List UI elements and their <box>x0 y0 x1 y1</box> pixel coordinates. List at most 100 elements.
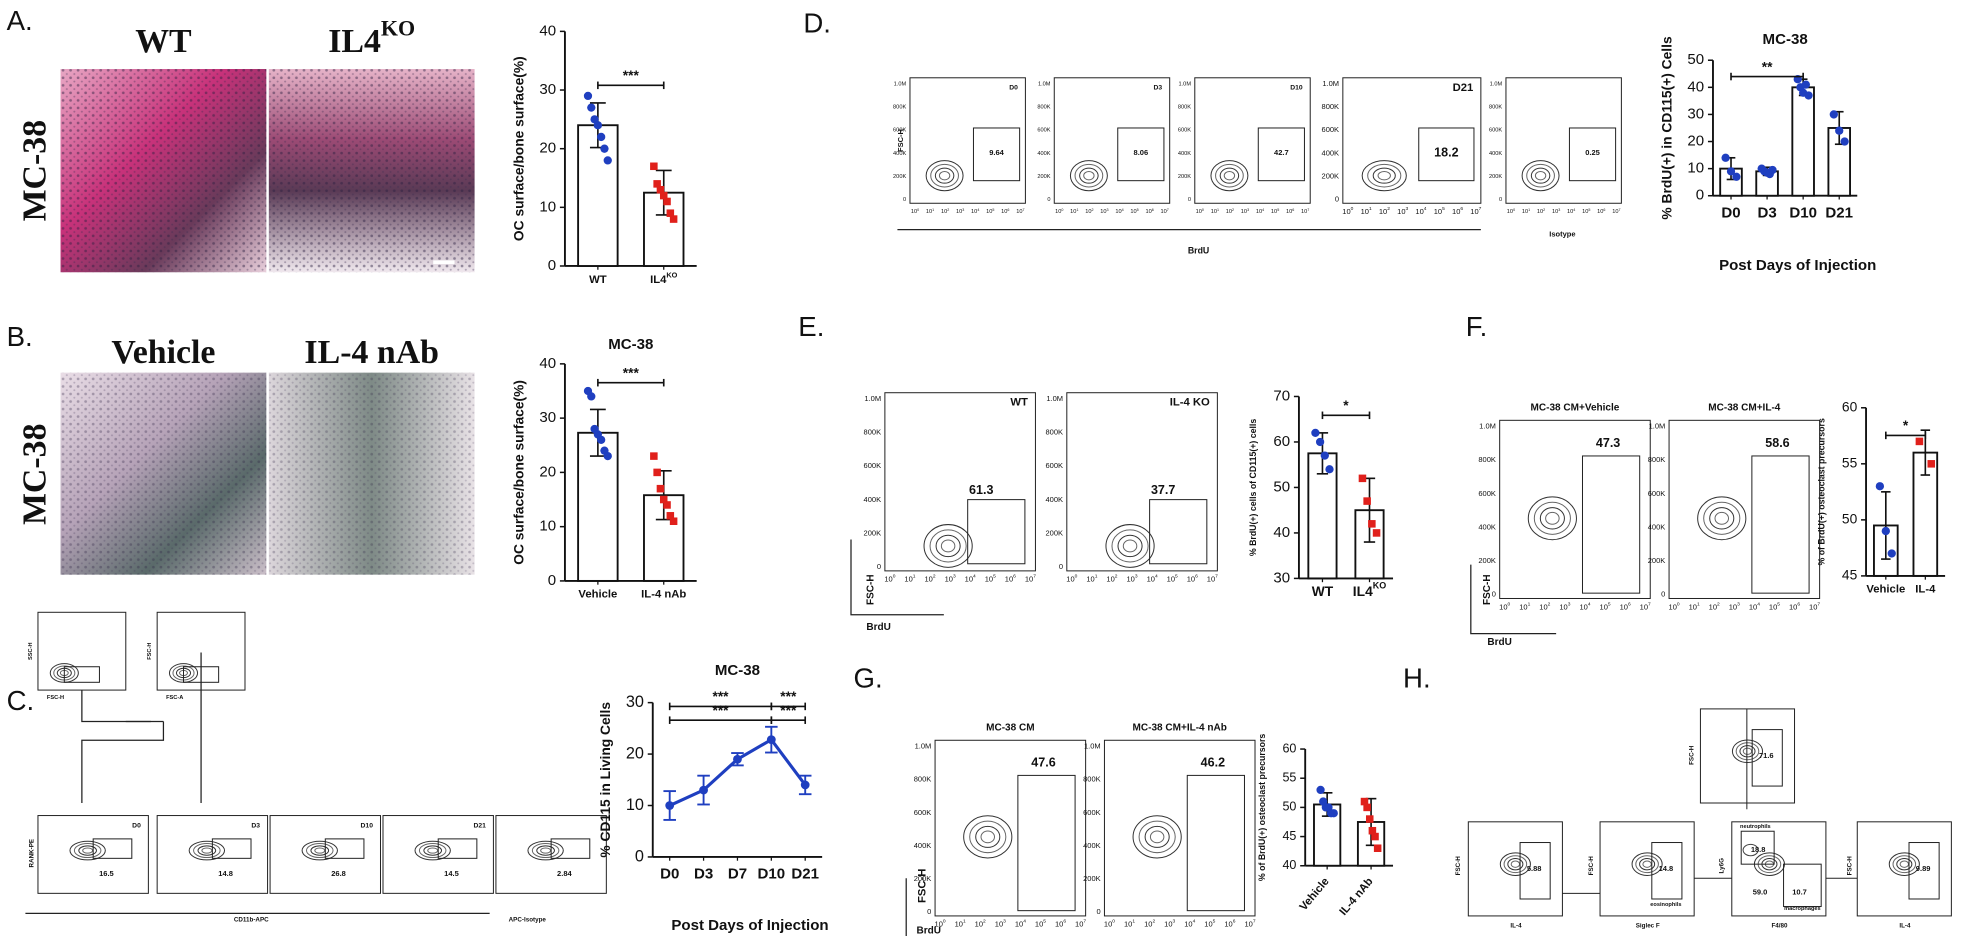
flow-x-tick-label-sup: 6 <box>1797 602 1800 608</box>
y-tick-label: 0 <box>635 847 644 865</box>
flow-x-tick-label: 105 <box>1035 919 1046 929</box>
data-point <box>603 451 612 461</box>
data-point <box>597 132 606 142</box>
flow-x-tick-label: 101 <box>1070 208 1078 216</box>
flow-x-tick-label-base: 10 <box>1789 602 1797 611</box>
contour <box>969 820 1007 854</box>
flow-y-tick-label: 600K <box>1478 489 1496 498</box>
data-point <box>653 180 661 188</box>
data-point <box>1329 809 1338 818</box>
flow-x-tick-label-sup: 5 <box>993 574 996 580</box>
flow-axis-label: SSC-H <box>28 642 34 660</box>
gate-value: 18.2 <box>1434 145 1458 159</box>
contour <box>1105 524 1155 568</box>
flow-x-tick-label-base: 10 <box>1286 210 1292 216</box>
contour <box>536 845 555 856</box>
significance-label: *** <box>623 68 640 83</box>
contour <box>940 539 956 553</box>
flow-tag: D21 <box>1453 82 1474 94</box>
flow-y-tick-label: 600K <box>864 461 882 470</box>
gate-value: 59.0 <box>1753 887 1768 896</box>
flow-x-tick-label-base: 10 <box>1164 920 1172 929</box>
flow-x-tick-label-base: 10 <box>1729 602 1737 611</box>
data-point <box>663 501 671 509</box>
flow-x-tick-label-base: 10 <box>1035 920 1043 929</box>
flow-y-tick-label: 0 <box>1499 197 1502 203</box>
flow-x-tick-label-base: 10 <box>1361 207 1369 216</box>
flow-x-tick-label: 105 <box>986 208 994 216</box>
gate <box>972 127 1021 182</box>
flow-y-tick-label: 400K <box>914 841 932 850</box>
flow-x-tick-label-base: 10 <box>1224 920 1232 929</box>
gate-value: 58.6 <box>1765 436 1789 450</box>
flow-x-tick-label-base: 10 <box>1769 602 1777 611</box>
flow-x-tick-label: 101 <box>1086 574 1097 584</box>
flow-y-tick-label: 1.0M <box>1490 82 1503 88</box>
flow-x-tick-label: 106 <box>1001 208 1009 216</box>
flow-plot-frame <box>1499 419 1651 599</box>
flow-axis-label: BrdU <box>1487 637 1511 648</box>
y-tick-label: 55 <box>1282 771 1296 785</box>
data-point <box>1315 437 1325 447</box>
flow-x-tick-label-base: 10 <box>884 575 892 584</box>
flow-x-tick-label: 100 <box>1055 208 1063 216</box>
flow-axis-label: FSC-H <box>47 695 64 701</box>
flow-y-tick-label: 400K <box>1489 151 1502 157</box>
contour <box>1631 852 1663 876</box>
data-point <box>603 156 612 165</box>
flow-x-tick-label-sup: 5 <box>1588 208 1590 212</box>
flow-tag: MC-38 CM+IL-4 <box>1708 402 1780 413</box>
contour <box>929 529 967 563</box>
flow-axis-label: APC-Isotype <box>509 916 547 923</box>
flow-x-tick-label-base: 10 <box>1301 210 1307 216</box>
flow-axis-label: BrdU <box>917 926 941 936</box>
y-tick-label: 20 <box>626 744 644 762</box>
data-point <box>663 197 671 206</box>
contour <box>923 524 973 568</box>
data-point <box>1360 797 1369 806</box>
image-title: Vehicle <box>111 334 215 371</box>
flow-x-tick-label: 104 <box>971 208 979 216</box>
flow-x-tick-label-sup: 3 <box>1406 206 1409 212</box>
flow-x-tick-label: 104 <box>1579 602 1590 612</box>
gate <box>1257 127 1305 182</box>
gate-value: 10.7 <box>1792 887 1807 896</box>
y-axis-label: OC surface/bone surface(%) <box>511 380 526 565</box>
y-tick-label: 30 <box>539 81 556 98</box>
flow-y-tick-label: 400K <box>893 151 906 157</box>
contour <box>527 840 564 861</box>
flow-x-tick-label-sup: 4 <box>1155 574 1158 580</box>
data-point <box>656 484 665 493</box>
y-tick-label: 50 <box>1842 512 1858 527</box>
flow-x-tick-label: 103 <box>1241 208 1249 216</box>
data-point <box>1371 832 1379 841</box>
x-tick-label-base: D3 <box>1757 204 1776 221</box>
image-title-base: Vehicle <box>111 334 215 371</box>
flow-x-tick-label-base: 10 <box>1204 920 1212 929</box>
data-point <box>1373 844 1382 852</box>
flow-x-tick-label-sup: 7 <box>1215 574 1218 580</box>
flow-tag: WT <box>1010 397 1028 409</box>
contour <box>414 840 451 861</box>
flow-x-tick-label-sup: 7 <box>1167 208 1169 212</box>
flow-x-tick-label: 103 <box>1559 602 1570 612</box>
flow-x-tick-label-sup: 7 <box>1033 574 1036 580</box>
gate-value: 14.8 <box>1659 864 1674 873</box>
flow-x-tick-label: 101 <box>955 919 966 929</box>
flow-x-tick-label-sup: 7 <box>1479 206 1482 212</box>
flow-x-tick-label-sup: 7 <box>1083 919 1086 925</box>
x-tick-label-base: D10 <box>1789 204 1817 221</box>
histology-texture <box>268 372 475 575</box>
flow-x-tick-label: 101 <box>1361 206 1372 216</box>
gate-value: 42.7 <box>1274 148 1289 157</box>
flow-tag: MC-38 CM+IL-4 nAb <box>1133 722 1227 733</box>
flow-y-tick-label: 800K <box>1648 455 1666 464</box>
contour <box>193 843 221 859</box>
flow-y-tick-label: 600K <box>1322 125 1340 134</box>
contour <box>1703 501 1741 535</box>
flow-x-tick-label: 103 <box>1397 206 1408 216</box>
x-tick-label-base: Vehicle <box>578 589 617 601</box>
flow-x-tick-label: 104 <box>965 574 976 584</box>
flow-x-tick-label: 101 <box>1689 602 1700 612</box>
flow-x-tick-label: 103 <box>1729 602 1740 612</box>
